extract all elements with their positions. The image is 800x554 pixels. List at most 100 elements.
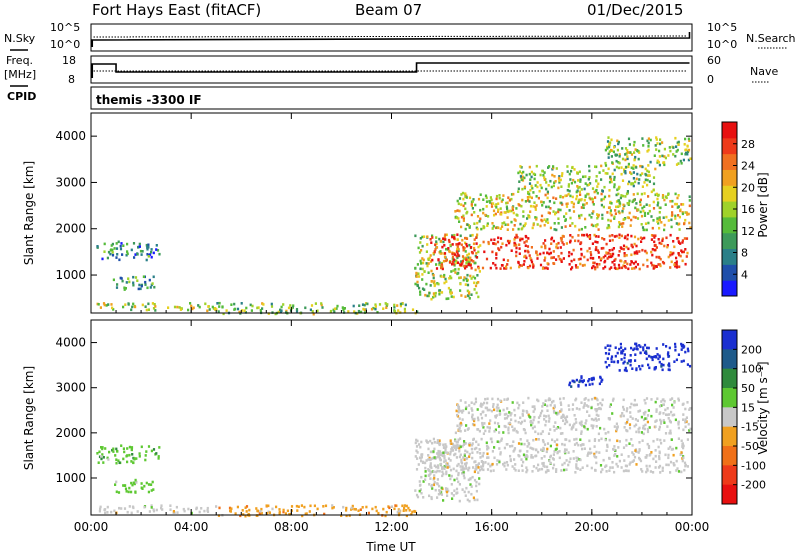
echo-pixel <box>444 446 447 450</box>
echo-pixel <box>508 241 511 245</box>
echo-pixel <box>625 369 628 373</box>
cpid-value: themis -3300 IF <box>96 93 202 107</box>
echo-pixel <box>505 412 508 416</box>
echo-pixel <box>421 287 425 291</box>
echo-pixel <box>655 192 658 196</box>
echo-pixel <box>647 141 650 145</box>
echo-pixel <box>241 509 244 512</box>
echo-pixel <box>520 204 523 208</box>
echo-pixel <box>524 222 527 225</box>
echo-pixel <box>479 452 482 455</box>
echo-pixel <box>633 455 637 459</box>
echo-pixel <box>656 438 659 441</box>
echo-pixel <box>498 460 501 464</box>
echo-pixel <box>666 413 669 417</box>
echo-pixel <box>425 282 428 286</box>
echo-pixel <box>654 425 657 428</box>
echo-pixel <box>422 258 425 262</box>
echo-pixel <box>481 266 485 270</box>
echo-pixel <box>340 514 343 517</box>
echo-pixel <box>545 205 548 209</box>
echo-pixel <box>470 485 473 488</box>
echo-pixel <box>541 430 544 433</box>
echo-pixel <box>312 312 315 316</box>
echo-pixel <box>245 510 248 513</box>
echo-pixel <box>342 308 345 312</box>
echo-pixel <box>506 414 510 418</box>
echo-pixel <box>616 351 619 355</box>
echo-pixel <box>525 173 528 177</box>
echo-pixel <box>399 302 402 306</box>
echo-pixel <box>465 262 468 265</box>
echo-pixel <box>622 207 625 210</box>
echo-pixel <box>435 456 438 459</box>
echo-pixel <box>134 276 138 279</box>
echo-pixel <box>96 245 99 248</box>
echo-pixel <box>525 454 528 457</box>
echo-pixel <box>292 304 295 307</box>
echo-pixel <box>680 203 683 206</box>
echo-pixel <box>429 284 432 287</box>
echo-pixel <box>432 292 435 295</box>
echo-pixel <box>618 347 621 351</box>
echo-pixel <box>420 440 423 444</box>
echo-pixel <box>450 295 453 298</box>
echo-pixel <box>471 451 474 454</box>
echo-pixel <box>546 190 549 194</box>
echo-pixel <box>588 414 591 417</box>
echo-pixel <box>520 227 523 231</box>
echo-pixel <box>588 169 591 173</box>
echo-pixel <box>495 253 498 256</box>
echo-pixel <box>628 180 631 184</box>
echo-pixel <box>241 309 244 312</box>
echo-pixel <box>421 235 424 239</box>
echo-pixel <box>454 431 457 435</box>
echo-pixel <box>620 346 623 349</box>
echo-pixel <box>552 250 555 253</box>
echo-pixel <box>458 428 461 432</box>
echo-pixel <box>523 442 526 446</box>
echo-pixel <box>455 487 459 491</box>
echo-pixel <box>466 283 470 287</box>
echo-pixel <box>566 170 569 173</box>
echo-pixel <box>552 210 555 213</box>
echo-pixel <box>632 164 635 167</box>
echo-pixel <box>513 244 516 247</box>
echo-pixel <box>655 410 658 413</box>
echo-pixel <box>495 406 498 409</box>
echo-pixel <box>256 509 260 513</box>
echo-pixel <box>523 176 526 180</box>
echo-pixel <box>152 509 156 513</box>
echo-pixel <box>639 203 642 207</box>
echo-pixel <box>590 378 594 382</box>
echo-pixel <box>118 258 121 262</box>
echo-pixel <box>451 255 455 259</box>
echo-pixel <box>454 271 457 274</box>
echo-pixel <box>433 481 436 484</box>
echo-pixel <box>658 155 661 158</box>
echo-pixel <box>663 439 666 442</box>
echo-pixel <box>502 408 505 412</box>
echo-pixel <box>464 401 467 404</box>
noise-tick-top-left: 10^5 <box>50 21 80 34</box>
echo-pixel <box>593 233 596 237</box>
echo-pixel <box>167 306 170 309</box>
echo-pixel <box>506 463 509 467</box>
echo-pixel <box>447 286 450 290</box>
echo-pixel <box>173 511 176 514</box>
echo-pixel <box>603 238 606 241</box>
echo-pixel <box>137 287 140 291</box>
echo-pixel <box>403 307 406 311</box>
echo-pixel <box>596 265 599 269</box>
echo-pixel <box>449 468 453 472</box>
echo-pixel <box>556 426 560 429</box>
echo-pixel <box>473 498 476 502</box>
echo-pixel <box>107 458 110 461</box>
echo-pixel <box>497 422 500 425</box>
echo-pixel <box>580 206 583 209</box>
echo-pixel <box>646 469 649 472</box>
echo-pixel <box>490 409 493 413</box>
echo-pixel <box>150 506 153 509</box>
echo-pixel <box>610 357 613 361</box>
